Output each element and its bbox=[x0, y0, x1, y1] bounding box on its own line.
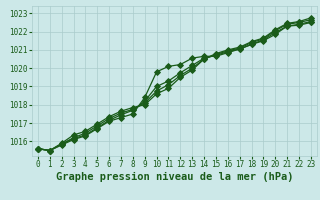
X-axis label: Graphe pression niveau de la mer (hPa): Graphe pression niveau de la mer (hPa) bbox=[56, 172, 293, 182]
